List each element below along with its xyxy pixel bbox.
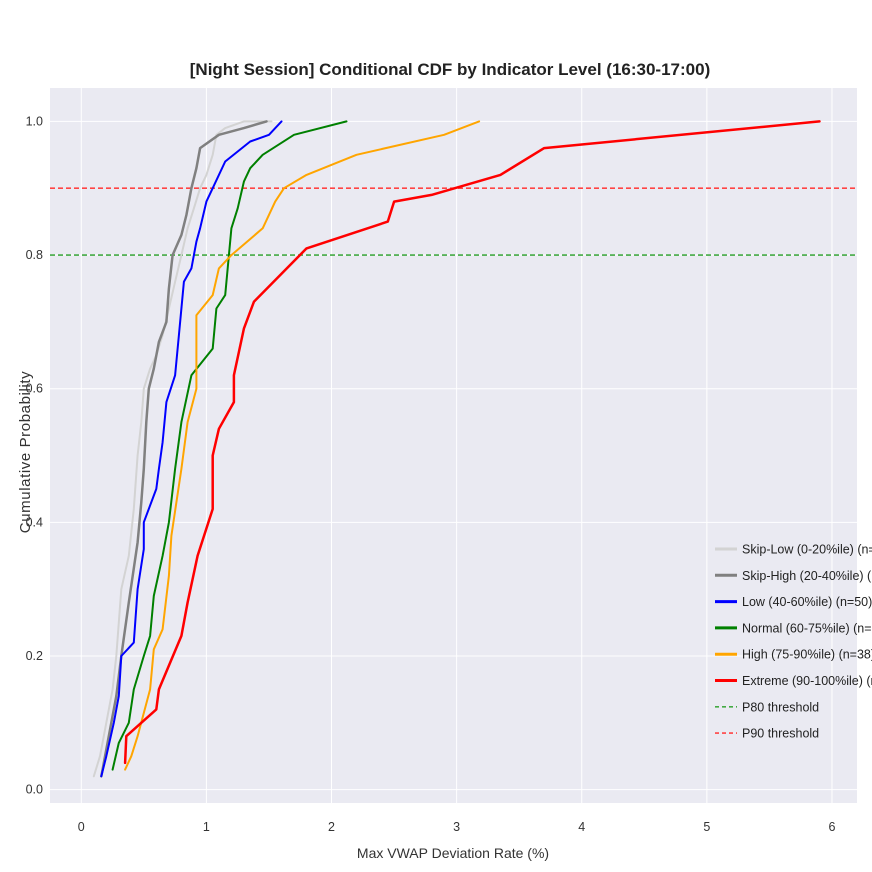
y-tick-label: 0.6 xyxy=(26,382,43,396)
x-axis-label: Max VWAP Deviation Rate (%) xyxy=(357,845,549,861)
x-tick-label: 1 xyxy=(203,820,210,834)
y-tick-label: 0.2 xyxy=(26,649,43,663)
y-tick-label: 0.8 xyxy=(26,248,43,262)
x-tick-label: 0 xyxy=(78,820,85,834)
gridlines xyxy=(50,88,857,803)
series-line-6 xyxy=(123,120,821,765)
series-line-4 xyxy=(111,120,348,771)
x-tick-label: 2 xyxy=(328,820,335,834)
series-line-3 xyxy=(100,120,283,778)
y-tick-label: 0.4 xyxy=(26,515,43,529)
legend-label-skip-high-20-40-ile-n-51: Skip-High (20-40%ile) (n=51) xyxy=(742,569,872,583)
legend-label-p90-threshold: P90 threshold xyxy=(742,727,819,741)
x-tick-label: 3 xyxy=(453,820,460,834)
legend-label-p80-threshold: P80 threshold xyxy=(742,700,819,714)
y-tick-labels: 0.0 0.2 0.4 0.6 0.8 1.0 xyxy=(26,114,43,796)
legend-label-low-40-60-ile-n-50: Low (40-60%ile) (n=50) xyxy=(742,595,872,609)
x-tick-label: 4 xyxy=(578,820,585,834)
plot-area xyxy=(50,88,857,803)
y-tick-label: 1.0 xyxy=(26,114,43,128)
legend-label-high-75-90-ile-n-38: High (75-90%ile) (n=38) xyxy=(742,648,872,662)
y-tick-label: 0.0 xyxy=(26,783,43,797)
y-axis-label: Cumulative Probability xyxy=(17,371,34,533)
legend-label-skip-low-0-20-ile-n-51: Skip-Low (0-20%ile) (n=51) xyxy=(742,543,872,557)
data-series xyxy=(92,120,821,778)
series-line-2 xyxy=(100,120,268,778)
x-tick-labels: 0 1 2 3 4 5 6 xyxy=(78,820,836,834)
x-tick-label: 5 xyxy=(703,820,710,834)
legend-label-normal-60-75-ile-n-38: Normal (60-75%ile) (n=38) xyxy=(742,621,872,635)
legend: Skip-Low (0-20%ile) (n=51) Skip-High (20-… xyxy=(715,543,872,741)
legend-label-extreme-90-100-ile-n-26: Extreme (90-100%ile) (n=26) xyxy=(742,674,872,688)
x-tick-label: 6 xyxy=(829,820,836,834)
chart-title: [Night Session] Conditional CDF by Indic… xyxy=(190,60,710,79)
series-line-5 xyxy=(124,120,481,771)
